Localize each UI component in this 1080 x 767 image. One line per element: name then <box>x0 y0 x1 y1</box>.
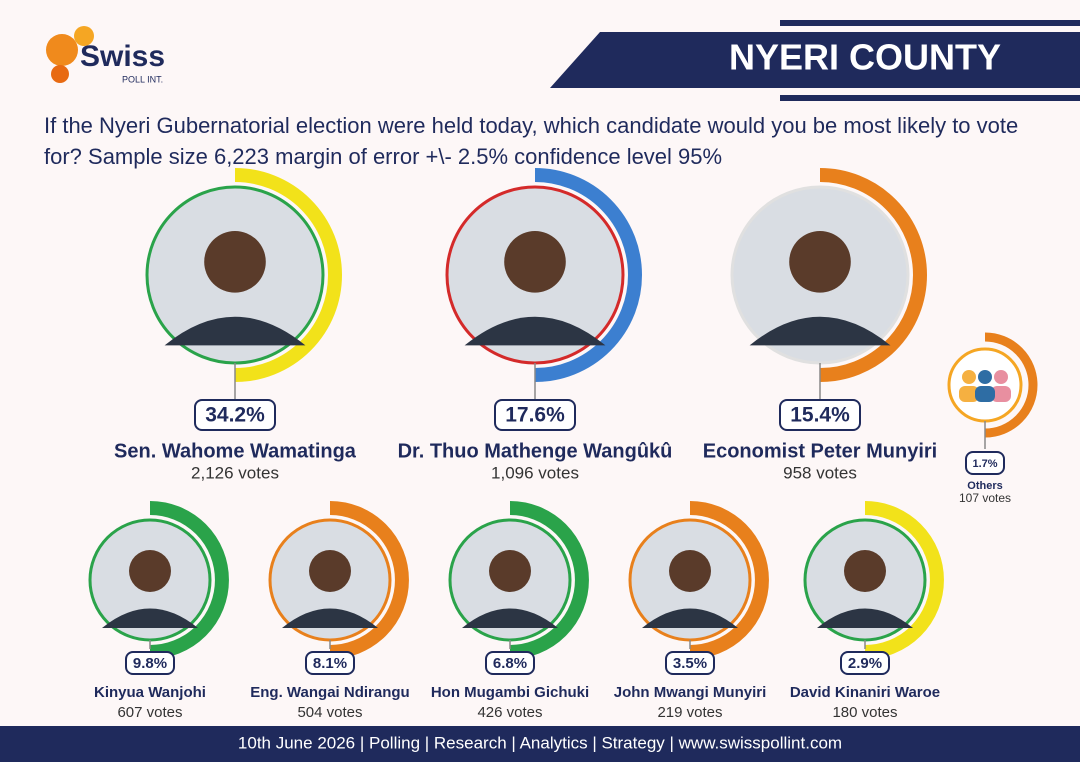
icon-head <box>962 370 976 384</box>
ring <box>534 168 642 382</box>
ring <box>689 501 769 659</box>
head <box>504 230 566 293</box>
head <box>129 550 171 592</box>
shoulders <box>464 316 606 346</box>
head <box>204 230 266 293</box>
logo-mark <box>74 26 94 46</box>
percent-pill <box>494 399 576 431</box>
candidate-name: Others <box>967 480 1002 492</box>
icon-body <box>991 386 1011 402</box>
votes: 958 votes <box>783 463 857 482</box>
candidate-name: Economist Peter Munyiri <box>703 440 938 462</box>
percent-pill <box>485 651 535 675</box>
header-title: NYERI COUNTY <box>729 37 1001 78</box>
percent-pill <box>965 451 1005 475</box>
ring <box>984 332 1038 438</box>
head <box>309 550 351 592</box>
candidate-name: Sen. Wahome Wamatinga <box>114 440 357 462</box>
percent-pill <box>194 399 276 431</box>
ring <box>864 501 944 659</box>
icon-head <box>994 370 1008 384</box>
candidate-name: John Mwangi Munyiri <box>614 684 767 701</box>
banner-stripe <box>780 20 1080 26</box>
percent-pill <box>125 651 175 675</box>
ring <box>819 168 927 382</box>
logo-name: Swiss <box>80 40 165 73</box>
percent: 1.7% <box>972 458 997 470</box>
candidate-name: Eng. Wangai Ndirangu <box>250 684 409 701</box>
shoulders <box>164 316 306 346</box>
banner-stripe <box>780 95 1080 101</box>
percent: 6.8% <box>493 655 527 672</box>
head <box>489 550 531 592</box>
logo-mark <box>51 65 69 83</box>
footer-bar <box>0 726 1080 762</box>
votes: 504 votes <box>297 704 362 721</box>
percent-pill <box>305 651 355 675</box>
ring <box>509 501 589 659</box>
logo-mark <box>46 34 78 66</box>
candidate-name: Hon Mugambi Gichuki <box>431 684 589 701</box>
votes: 426 votes <box>477 704 542 721</box>
icon-head <box>978 370 992 384</box>
icon-body <box>975 386 995 402</box>
icon-body <box>959 386 979 402</box>
logo: Swiss POLL INT. <box>46 26 165 84</box>
footer: 10th June 2026 | Polling | Research | An… <box>238 733 842 752</box>
votes: 607 votes <box>117 704 182 721</box>
percent-pill <box>840 651 890 675</box>
question-box: If the Nyeri Gubernatorial election were… <box>44 113 1019 169</box>
ring <box>149 501 229 659</box>
votes: 107 votes <box>959 491 1011 505</box>
shoulders <box>102 608 198 628</box>
head <box>844 550 886 592</box>
head <box>789 230 851 293</box>
shoulders <box>282 608 378 628</box>
candidate-name: Dr. Thuo Mathenge Wangûkû <box>398 440 673 462</box>
banner <box>550 32 1080 88</box>
votes: 180 votes <box>832 704 897 721</box>
votes: 2,126 votes <box>191 463 279 482</box>
ring <box>329 501 409 659</box>
votes: 1,096 votes <box>491 463 579 482</box>
question: If the Nyeri Gubernatorial election were… <box>44 113 1019 169</box>
shoulders <box>462 608 558 628</box>
percent-pill <box>779 399 861 431</box>
logo-sub: POLL INT. <box>122 74 163 84</box>
shoulders <box>642 608 738 628</box>
percent: 3.5% <box>673 655 707 672</box>
percent: 17.6% <box>505 404 565 427</box>
percent: 15.4% <box>790 404 850 427</box>
head <box>669 550 711 592</box>
ring <box>234 168 342 382</box>
candidate-name: Kinyua Wanjohi <box>94 684 206 701</box>
percent: 8.1% <box>313 655 347 672</box>
percent: 34.2% <box>205 404 265 427</box>
percent-pill <box>665 651 715 675</box>
shoulders <box>817 608 913 628</box>
votes: 219 votes <box>657 704 722 721</box>
percent: 2.9% <box>848 655 882 672</box>
photo <box>947 347 1023 423</box>
percent: 9.8% <box>133 655 167 672</box>
candidate-name: David Kinaniri Waroe <box>790 684 940 701</box>
shoulders <box>749 316 891 346</box>
